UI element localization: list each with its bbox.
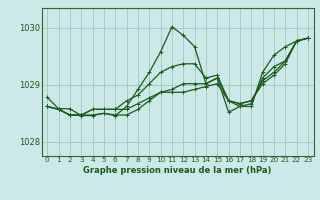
- X-axis label: Graphe pression niveau de la mer (hPa): Graphe pression niveau de la mer (hPa): [84, 166, 272, 175]
